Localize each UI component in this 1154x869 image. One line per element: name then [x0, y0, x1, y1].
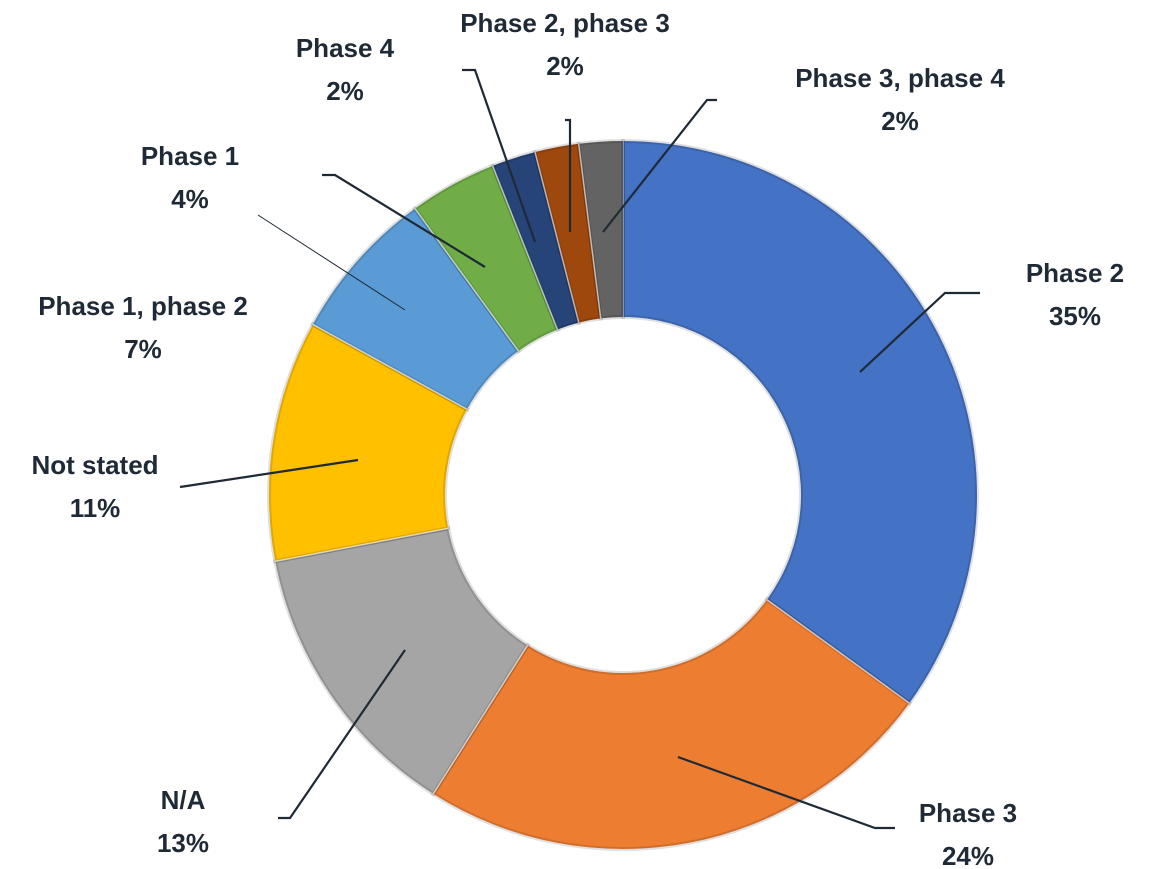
- category-label: Not stated: [31, 450, 158, 480]
- slice-separator: [491, 165, 559, 330]
- leader-line: [602, 98, 717, 233]
- value-label: 2%: [326, 76, 364, 106]
- leader-line: [677, 755, 895, 830]
- category-label: Phase 3, phase 4: [795, 63, 1005, 93]
- category-label: Phase 2: [1026, 258, 1124, 288]
- slice-separator: [312, 323, 468, 410]
- value-label: 11%: [70, 493, 121, 523]
- leader-line: [278, 649, 406, 820]
- value-label: 4%: [171, 184, 209, 214]
- donut-slice: [430, 596, 913, 851]
- category-label: N/A: [161, 785, 206, 815]
- leader-line: [565, 118, 572, 232]
- slice-separator: [432, 644, 529, 795]
- category-label: Phase 3: [919, 798, 1017, 828]
- donut-slice: [576, 138, 625, 321]
- category-label: Phase 4: [296, 33, 395, 63]
- slice-separator: [275, 527, 449, 563]
- slice-separator: [414, 208, 519, 352]
- leader-line: [859, 291, 980, 373]
- leader-line: [257, 214, 406, 311]
- leader-line: [462, 68, 537, 243]
- slice-separator: [766, 599, 910, 704]
- leader-line: [322, 173, 486, 268]
- leader-line: [179, 458, 359, 489]
- slice-separator: [577, 143, 602, 319]
- value-label: 24%: [942, 841, 994, 869]
- category-label: Phase 2, phase 3: [460, 8, 670, 38]
- value-label: 2%: [546, 51, 584, 81]
- value-label: 7%: [124, 334, 162, 364]
- donut-slice: [621, 138, 979, 706]
- category-label: Phase 1, phase 2: [38, 291, 248, 321]
- donut-slice: [267, 321, 470, 564]
- value-label: 35%: [1049, 301, 1101, 331]
- value-label: 2%: [881, 106, 919, 136]
- slice-separator: [534, 151, 580, 323]
- value-label: 13%: [157, 828, 209, 858]
- category-label: Phase 1: [141, 141, 239, 171]
- donut-slice: [272, 526, 531, 797]
